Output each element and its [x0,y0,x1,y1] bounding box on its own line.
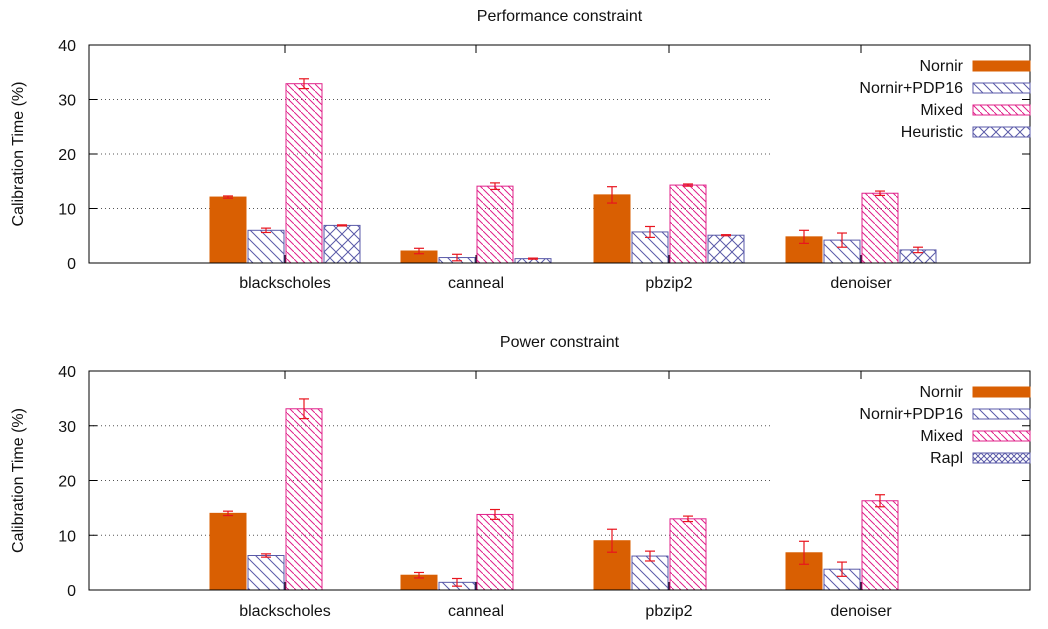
legend-label-heuristic: Heuristic [901,124,963,141]
legend-swatch-nornir-pdp16 [972,408,1031,420]
bar-heuristic-blackscholes [323,224,361,264]
x-tick-label: pbzip2 [645,603,692,620]
bar-nornir-pdp16-pbzip2 [631,555,669,591]
legend: Nornir Nornir+PDP16 Mixed Heuristic [859,58,1031,141]
bar-mixed-pbzip2 [669,184,707,264]
chart-panel-power: Power constraint Calibration Time (%) 0 10 2… [10,334,1031,620]
legend-label-nornir-pdp16: Nornir+PDP16 [859,406,963,423]
bar-mixed-canneal [476,185,514,264]
x-tick-label: denoiser [830,603,892,620]
legend-swatch-heuristic [972,126,1031,138]
bar-mixed-denoiser [861,500,899,591]
chart-title: Performance constraint [477,8,643,25]
plot-frame [88,370,1031,591]
y-tick-label: 40 [58,364,76,381]
legend-label-rapl: Rapl [930,450,963,467]
y-tick-label: 30 [58,419,76,436]
y-axis-label: Calibration Time (%) [10,408,27,553]
legend-swatch-mixed [972,104,1031,116]
legend-label-nornir: Nornir [919,58,963,75]
bar-heuristic-pbzip2 [707,234,745,264]
legend-label-mixed: Mixed [920,428,963,445]
y-axis-label: Calibration Time (%) [10,82,27,227]
bar-nornir-pbzip2 [593,194,631,264]
x-tick-label: denoiser [830,275,892,292]
chart-title: Power constraint [500,334,620,351]
y-tick-label: 30 [58,93,76,110]
plot-frame [88,44,1031,264]
y-tick-label: 10 [58,528,76,545]
legend-swatch-nornir [972,60,1031,72]
legend-swatch-nornir [972,386,1031,398]
legend-label-nornir: Nornir [919,384,963,401]
x-tick-label: blackscholes [239,275,331,292]
y-tick-label: 40 [58,38,76,55]
legend-swatch-mixed [972,430,1031,442]
y-tick-label: 20 [58,474,76,491]
bar-mixed-canneal [476,513,514,591]
legend-label-nornir-pdp16: Nornir+PDP16 [859,80,963,97]
bar-mixed-pbzip2 [669,518,707,591]
bar-nornir-pdp16-blackscholes [247,229,285,264]
y-tick-label: 0 [67,256,76,273]
bar-mixed-blackscholes [285,83,323,264]
bar-mixed-denoiser [861,192,899,264]
legend: Nornir Nornir+PDP16 Mixed Rapl [859,384,1031,467]
x-tick-label: canneal [448,275,504,292]
bar-mixed-blackscholes [285,408,323,591]
legend-label-mixed: Mixed [920,102,963,119]
x-tick-label: blackscholes [239,603,331,620]
x-tick-label: canneal [448,603,504,620]
bar-nornir-blackscholes [209,196,247,264]
legend-swatch-nornir-pdp16 [972,82,1031,94]
bar-nornir-blackscholes [209,512,247,591]
bar-nornir-pdp16-blackscholes [247,555,285,591]
y-tick-label: 10 [58,202,76,219]
y-tick-label: 0 [67,583,76,600]
x-tick-label: pbzip2 [645,275,692,292]
legend-swatch-rapl [972,452,1031,464]
y-tick-label: 20 [58,147,76,164]
chart-panel-performance: Performance constraint Calibration Time (… [10,8,1031,292]
